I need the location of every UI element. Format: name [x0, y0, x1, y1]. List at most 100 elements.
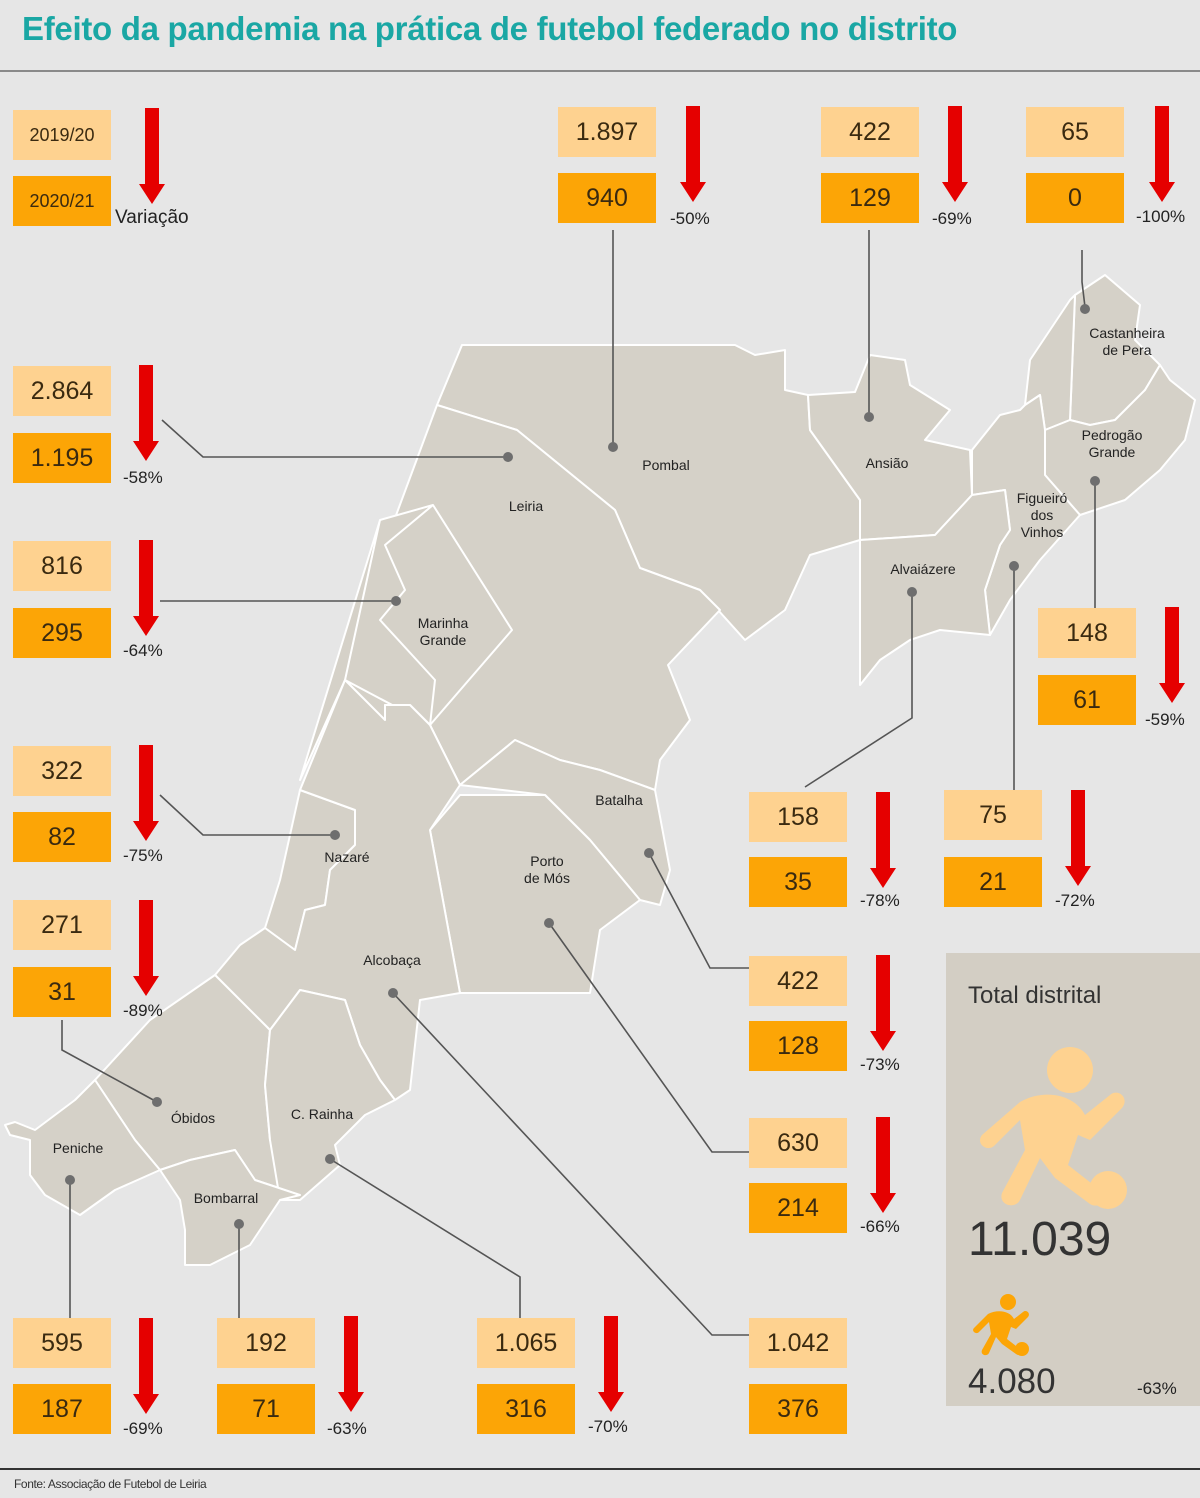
page-title: Efeito da pandemia na prática de futebol…: [22, 10, 958, 47]
football-player-icon: [979, 1047, 1127, 1209]
map-label-obidos: Óbidos: [170, 1110, 216, 1126]
arrow-nazare: [133, 745, 159, 841]
leader-lines: [61, 230, 1096, 1336]
variation-percent: -70%: [588, 1417, 628, 1436]
value-2020-21: 295: [13, 608, 111, 658]
location-dots: [65, 304, 1100, 1229]
value-2019-20: 630: [749, 1118, 847, 1168]
map-label-pedrogao-grande: Pedrogão Grande: [1081, 427, 1143, 460]
value-2020-21: 0: [1026, 173, 1124, 223]
source-note: Fonte: Associação de Futebol de Leiria: [14, 1477, 207, 1491]
map-label-nazare: Nazaré: [324, 849, 370, 865]
arrow-leiria: [133, 365, 159, 461]
value-2019-20: 2.864: [13, 366, 111, 416]
variation-percent: -58%: [123, 468, 163, 487]
value-2020-21: 187: [13, 1384, 111, 1434]
map-label-porto-de-mos: Porto de Mós: [524, 853, 570, 886]
variation-percent: -75%: [123, 846, 163, 865]
map-label-peniche: Peniche: [52, 1140, 104, 1156]
value-2020-21: 82: [13, 812, 111, 862]
value-2020-21: 129: [821, 173, 919, 223]
arrow-batalha: [870, 955, 896, 1051]
value-2020-21: 31: [13, 967, 111, 1017]
municipality-bombarral: [159, 1149, 301, 1266]
value-2019-20: 422: [749, 956, 847, 1006]
map-label-leiria: Leiria: [508, 498, 544, 514]
legend-variation: Variação: [115, 207, 189, 228]
total-title: Total distrital: [968, 982, 1102, 1009]
value-2019-20: 148: [1038, 608, 1136, 658]
map-label-alvaiazere: Alvaiázere: [890, 561, 956, 577]
arrow-castanheira: [1149, 106, 1175, 202]
total-2020-21: 4.080: [968, 1362, 1056, 1401]
arrow-legend: [139, 108, 165, 204]
value-2020-21: 376: [749, 1384, 847, 1434]
arrow-c-rainha: [598, 1316, 624, 1412]
value-2019-20: 322: [13, 746, 111, 796]
map-label-marinha-grande: Marinha Grande: [417, 615, 469, 648]
value-2019-20: 1.897: [558, 107, 656, 157]
arrow-pombal: [680, 106, 706, 202]
map-label-bombarral: Bombarral: [193, 1190, 259, 1206]
arrow-obidos: [133, 900, 159, 996]
value-2019-20: 1.065: [477, 1318, 575, 1368]
municipality-caldas-da-rainha: [264, 989, 396, 1201]
variation-percent: -69%: [932, 209, 972, 228]
footer-divider: [0, 1468, 1200, 1470]
value-2020-21: 35: [749, 857, 847, 907]
value-2020-21: 940: [558, 173, 656, 223]
municipality-porto-de-mos: [429, 794, 641, 994]
value-2020-21: 71: [217, 1384, 315, 1434]
arrow-figueiro: [1065, 790, 1091, 886]
map-label-ansiao: Ansião: [865, 455, 909, 471]
value-2019-20: 65: [1026, 107, 1124, 157]
map-label-figueiro-dos-vinhos: Figueiró dos Vinhos: [1016, 490, 1068, 540]
map-label-pombal: Pombal: [642, 457, 690, 473]
value-2020-21: 316: [477, 1384, 575, 1434]
title-divider: [0, 70, 1200, 72]
variation-percent: -64%: [123, 641, 163, 660]
arrow-bombarral: [338, 1316, 364, 1412]
variation-percent: -78%: [860, 891, 900, 910]
variation-percent: -63%: [327, 1419, 367, 1438]
map-label-c-rainha: C. Rainha: [290, 1106, 354, 1122]
arrow-marinha-grande: [133, 540, 159, 636]
value-2020-21: 1.195: [13, 433, 111, 483]
value-2019-20: 75: [944, 790, 1042, 840]
municipality-peniche: [4, 1079, 161, 1216]
value-2019-20: 158: [749, 792, 847, 842]
municipality-alvaiazere: [859, 489, 1011, 686]
value-2019-20: 1.042: [749, 1318, 847, 1368]
map-label-batalha: Batalha: [595, 792, 643, 808]
arrow-peniche: [133, 1318, 159, 1414]
variation-percent: -73%: [860, 1055, 900, 1074]
arrow-alvaiazere: [870, 792, 896, 888]
total-variation: -63%: [1137, 1379, 1177, 1398]
value-2020-21: 214: [749, 1183, 847, 1233]
value-2019-20: 595: [13, 1318, 111, 1368]
value-2020-21: 128: [749, 1021, 847, 1071]
value-2020-21: 61: [1038, 675, 1136, 725]
value-2020-21: 21: [944, 857, 1042, 907]
arrow-ansiao: [942, 106, 968, 202]
value-2019-20: 422: [821, 107, 919, 157]
total-2019-20: 11.039: [968, 1213, 1112, 1266]
map-label-alcobaca: Alcobaça: [363, 952, 421, 968]
variation-percent: -89%: [123, 1001, 163, 1020]
arrow-pedrogao: [1159, 607, 1185, 703]
variation-percent: -69%: [123, 1419, 163, 1438]
variation-percent: -72%: [1055, 891, 1095, 910]
variation-percent: -59%: [1145, 710, 1185, 729]
arrow-porto-de-mos: [870, 1117, 896, 1213]
municipality-ansiao: [807, 354, 973, 541]
legend-2019-20: 2019/20: [13, 110, 111, 160]
value-2019-20: 271: [13, 900, 111, 950]
value-2019-20: 816: [13, 541, 111, 591]
legend-2020-21: 2020/21: [13, 176, 111, 226]
variation-percent: -100%: [1136, 207, 1186, 226]
map-label-castanheira-de-pera: Castanheira de Pera: [1089, 325, 1165, 358]
football-player-icon-small: [973, 1294, 1029, 1356]
variation-percent: -50%: [670, 209, 710, 228]
variation-percent: -66%: [860, 1217, 900, 1236]
